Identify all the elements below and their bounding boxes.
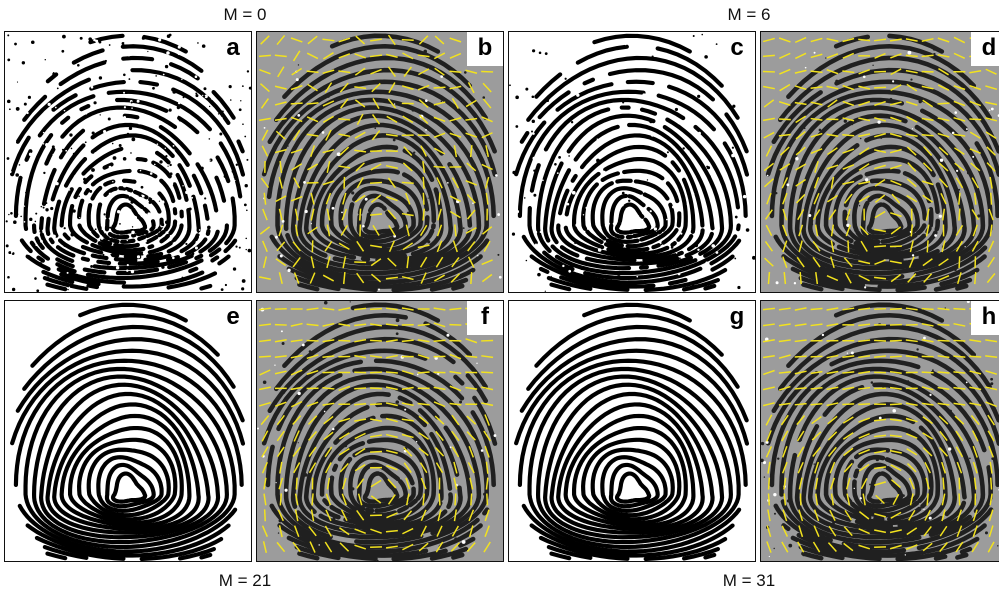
caption-m31: M = 31 xyxy=(722,571,776,590)
panel-b: b xyxy=(256,31,504,293)
panel-a: a xyxy=(4,31,252,293)
panel-label: h xyxy=(971,301,999,335)
panel-label: e xyxy=(215,301,251,335)
panel-label: g xyxy=(719,301,755,335)
caption-m6: M = 6 xyxy=(727,5,771,24)
fingerprint-image xyxy=(509,32,755,292)
panel-label: f xyxy=(467,301,503,335)
fingerprint-image xyxy=(5,32,251,292)
panel-f: f xyxy=(256,300,504,562)
orientation-field-image xyxy=(761,301,999,561)
panel-label: b xyxy=(467,32,503,66)
orientation-field-image xyxy=(761,32,999,292)
orientation-field-image xyxy=(257,32,503,292)
panel-h: h xyxy=(760,300,999,562)
panel-e: e xyxy=(4,300,252,562)
panel-label: a xyxy=(215,32,251,66)
panel-label: c xyxy=(719,32,755,66)
panel-c: c xyxy=(508,31,756,293)
caption-m0: M = 0 xyxy=(223,5,267,24)
caption-m21: M = 21 xyxy=(218,571,272,590)
panel-label: d xyxy=(971,32,999,66)
fingerprint-image xyxy=(514,302,750,561)
fingerprint-image xyxy=(10,302,246,561)
orientation-field-image xyxy=(257,301,503,561)
panel-d: d xyxy=(760,31,999,293)
panel-g: g xyxy=(508,300,756,562)
